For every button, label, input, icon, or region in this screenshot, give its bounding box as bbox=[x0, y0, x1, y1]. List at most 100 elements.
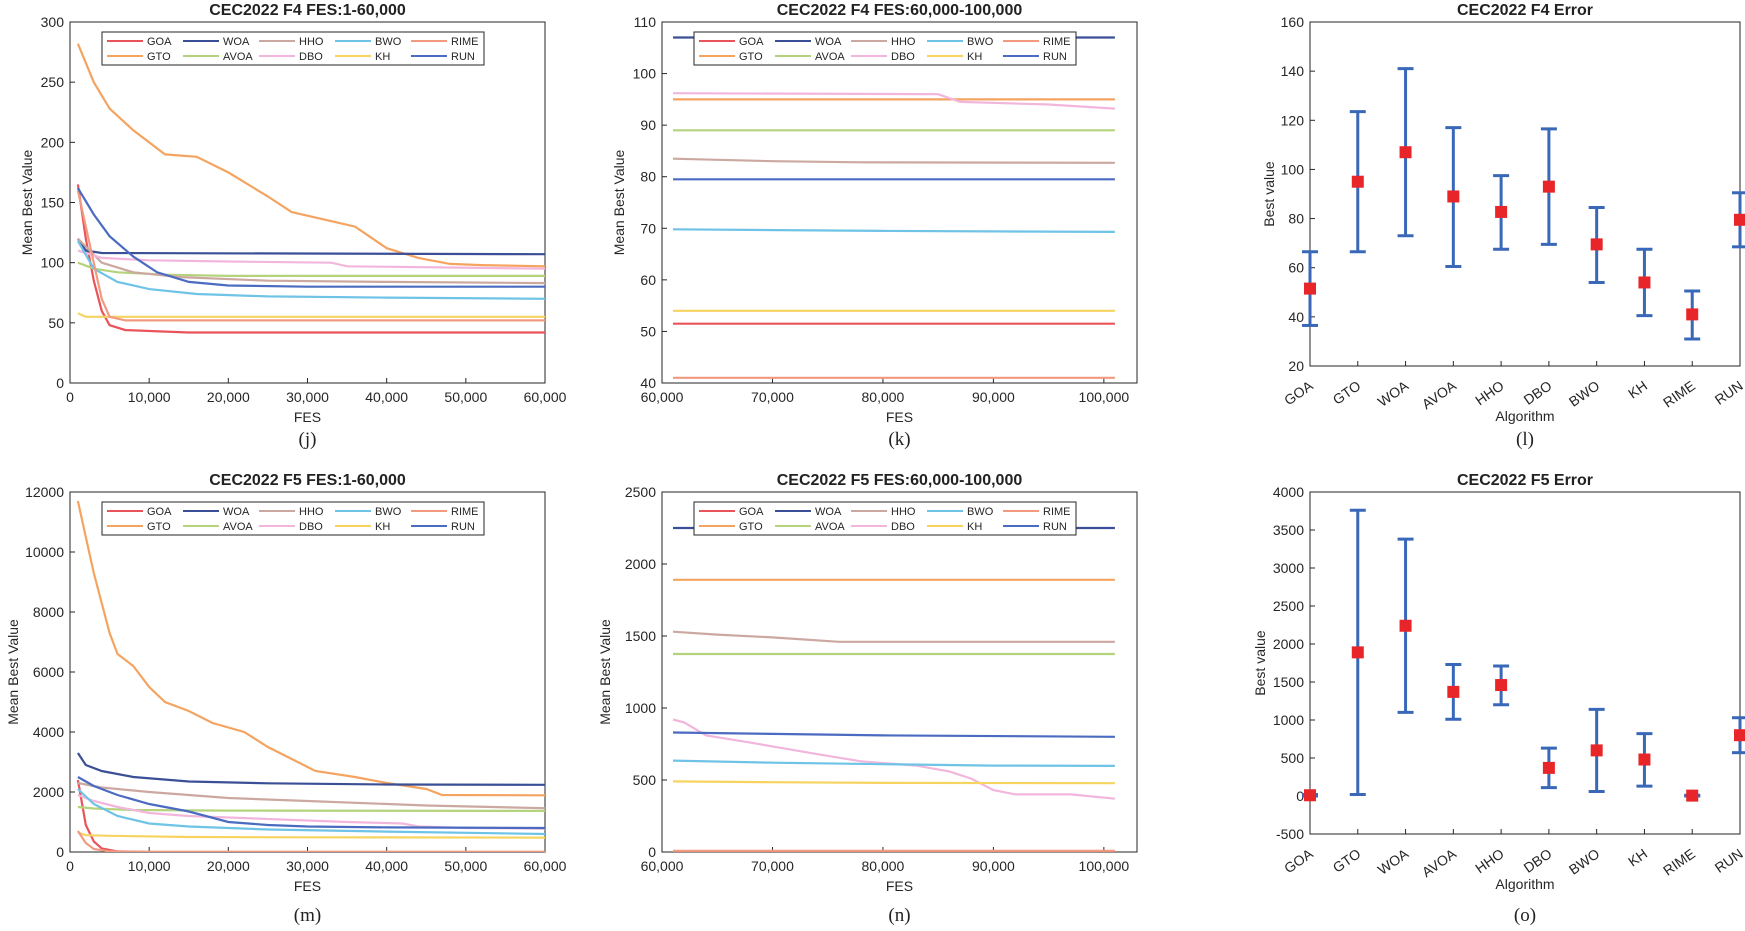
x-tick-label: RUN bbox=[1712, 845, 1745, 876]
x-tick-label: 0 bbox=[66, 389, 74, 405]
x-tick-label: AVOA bbox=[1419, 377, 1460, 412]
y-tick-label: 110 bbox=[634, 14, 657, 30]
chart-j: CEC2022 F4 FES:1-60,000 0 10,000 20,000 30,0… bbox=[19, 2, 567, 425]
series-line-woa bbox=[76, 237, 545, 256]
legend-label-kh: KH bbox=[967, 51, 982, 63]
legend-label-bwo: BWO bbox=[375, 36, 402, 48]
x-tick-label: 10,000 bbox=[128, 858, 171, 874]
y-tick-label: 120 bbox=[1281, 112, 1305, 128]
plot-area bbox=[1309, 21, 1741, 367]
mean-marker-hho bbox=[1495, 679, 1508, 692]
series-line-bwo bbox=[672, 228, 1115, 233]
series-line-hho bbox=[672, 157, 1115, 164]
series-line-gto bbox=[76, 500, 545, 797]
series-line-run bbox=[76, 187, 545, 288]
x-axis-label: FES bbox=[886, 878, 913, 894]
y-tick-label: 250 bbox=[41, 74, 65, 90]
mean-marker-goa bbox=[1304, 282, 1316, 295]
legend-label-gto: GTO bbox=[147, 521, 171, 533]
x-tick-label: 40,000 bbox=[365, 389, 408, 405]
series-lines bbox=[76, 500, 545, 852]
y-tick-label: 50 bbox=[48, 315, 64, 331]
legend: GOA WOA HHO BWO RIME GTO AVOA DBO KH RUN bbox=[101, 501, 485, 536]
series-line-rime bbox=[76, 830, 545, 852]
y-tick-label: 1000 bbox=[1273, 712, 1304, 728]
x-tick-label: 20,000 bbox=[207, 389, 250, 405]
x-tick-label: 50,000 bbox=[444, 858, 487, 874]
x-tick-label: WOA bbox=[1375, 845, 1412, 878]
plot-area bbox=[69, 21, 546, 384]
mean-marker-rime bbox=[1686, 308, 1699, 321]
series-line-rime bbox=[76, 190, 545, 322]
series-line-bwo bbox=[672, 759, 1115, 767]
x-axis-label: FES bbox=[886, 409, 913, 425]
x-tick-label: 40,000 bbox=[365, 858, 408, 874]
mean-marker-kh bbox=[1638, 753, 1651, 766]
y-axis-label: Best value bbox=[1252, 630, 1268, 696]
legend-label-dbo: DBO bbox=[891, 51, 915, 63]
x-tick-label: 60,000 bbox=[524, 389, 567, 405]
x-tick-label: 100,000 bbox=[1079, 389, 1130, 405]
series-lines bbox=[76, 43, 545, 334]
legend-label-rime: RIME bbox=[1043, 506, 1071, 518]
legend-label-bwo: BWO bbox=[375, 506, 402, 518]
x-tick-label: 60,000 bbox=[641, 858, 684, 874]
y-axis-label: Mean Best Value bbox=[597, 619, 613, 725]
series-line-dbo bbox=[672, 92, 1115, 110]
legend-label-bwo: BWO bbox=[967, 506, 994, 518]
x-tick-label: 70,000 bbox=[751, 389, 794, 405]
mean-marker-run bbox=[1734, 729, 1745, 742]
caption-n: (n) bbox=[888, 905, 910, 926]
x-tick-label: 10,000 bbox=[128, 389, 171, 405]
x-tick-label: RUN bbox=[1712, 377, 1745, 408]
y-tick-label: 2500 bbox=[1273, 598, 1304, 614]
caption-m: (m) bbox=[294, 905, 321, 926]
x-tick-label: 100,000 bbox=[1079, 858, 1130, 874]
series-line-kh bbox=[672, 780, 1115, 785]
series-line-woa bbox=[76, 752, 545, 786]
chart-n: CEC2022 F5 FES:60,000-100,000 60,000 70,00… bbox=[597, 472, 1138, 894]
error-bars bbox=[1302, 508, 1745, 802]
mean-marker-kh bbox=[1638, 276, 1651, 289]
x-tick-label: RIME bbox=[1660, 845, 1698, 878]
y-tick-label: 8000 bbox=[33, 604, 64, 620]
y-tick-label: 3000 bbox=[1273, 560, 1304, 576]
y-tick-label: 2000 bbox=[1273, 636, 1304, 652]
legend-box bbox=[101, 501, 485, 536]
x-tick-label: 30,000 bbox=[286, 389, 329, 405]
y-tick-label: 500 bbox=[633, 772, 657, 788]
x-tick-label: 60,000 bbox=[641, 389, 684, 405]
y-tick-label: 150 bbox=[41, 195, 65, 211]
legend-label-hho: HHO bbox=[891, 36, 916, 48]
chart-title: CEC2022 F5 FES:1-60,000 bbox=[209, 472, 406, 489]
series-line-run bbox=[77, 776, 545, 830]
legend-label-kh: KH bbox=[967, 521, 982, 533]
series-line-goa bbox=[76, 184, 545, 334]
legend-label-gto: GTO bbox=[739, 51, 763, 63]
mean-marker-dbo bbox=[1542, 761, 1555, 774]
y-axis-label: Mean Best Value bbox=[5, 619, 21, 725]
y-tick-label: 100 bbox=[1281, 161, 1305, 177]
series-line-hho bbox=[77, 781, 545, 810]
legend-label-woa: WOA bbox=[815, 36, 842, 48]
y-tick-label: 20 bbox=[1288, 358, 1304, 374]
legend-label-avoa: AVOA bbox=[223, 51, 253, 63]
caption-j: (j) bbox=[299, 429, 317, 450]
caption-l: (l) bbox=[1516, 429, 1534, 450]
x-axis-label: Algorithm bbox=[1495, 876, 1554, 892]
legend-label-avoa: AVOA bbox=[815, 51, 845, 63]
chart-o: CEC2022 F5 Error -500 0 500 1000 1500 2000 2500… bbox=[1252, 472, 1745, 892]
y-tick-label: 12000 bbox=[25, 484, 64, 500]
legend-label-kh: KH bbox=[375, 521, 390, 533]
legend-label-woa: WOA bbox=[815, 506, 842, 518]
y-tick-label: 1500 bbox=[1273, 674, 1304, 690]
mean-marker-woa bbox=[1399, 619, 1412, 632]
y-tick-label: 1000 bbox=[625, 700, 656, 716]
y-tick-label: 70 bbox=[640, 220, 656, 236]
legend-label-run: RUN bbox=[451, 51, 475, 63]
legend-label-goa: GOA bbox=[147, 506, 172, 518]
y-tick-label: 300 bbox=[41, 14, 65, 30]
y-tick-label: 40 bbox=[640, 375, 656, 391]
x-tick-label: WOA bbox=[1375, 377, 1412, 410]
